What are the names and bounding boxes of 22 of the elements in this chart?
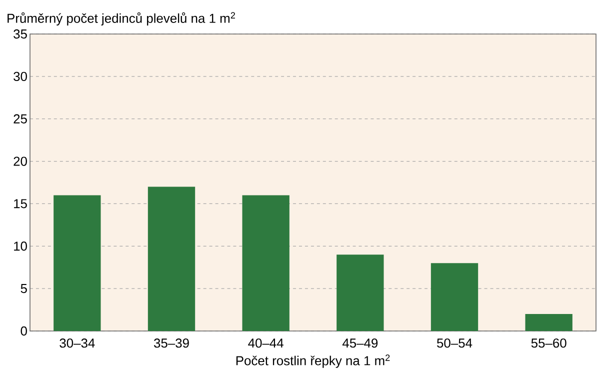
- x-tick-label: 45–49: [342, 338, 378, 348]
- y-tick-label: 0: [20, 326, 27, 336]
- y-tick-label: 30: [14, 72, 27, 82]
- y-tick-label: 25: [14, 114, 27, 124]
- bar: [148, 186, 196, 331]
- x-tick-label: 30–34: [60, 338, 95, 348]
- x-tick-label: 35–39: [154, 338, 189, 348]
- y-tick-label: 10: [14, 242, 27, 251]
- x-axis-title: Počet rostlin řepky na 1 m$^{2}$: [236, 354, 390, 368]
- y-tick-label: 5: [20, 284, 27, 294]
- bar: [336, 254, 384, 331]
- y-axis-title: Průměrný počet jedinců plevelů na 1 m$^{2}$: [8, 12, 235, 26]
- x-tick-label: 40–44: [248, 338, 284, 348]
- bar: [242, 195, 290, 331]
- x-tick-label: 55–60: [531, 338, 566, 348]
- y-tick-label: 20: [14, 156, 27, 166]
- x-tick-label: 50–54: [437, 338, 472, 348]
- bar: [430, 263, 478, 331]
- y-tick-label: 15: [14, 199, 27, 208]
- y-tick-label: 35: [14, 29, 27, 39]
- bar: [525, 314, 572, 331]
- bar: [54, 195, 101, 331]
